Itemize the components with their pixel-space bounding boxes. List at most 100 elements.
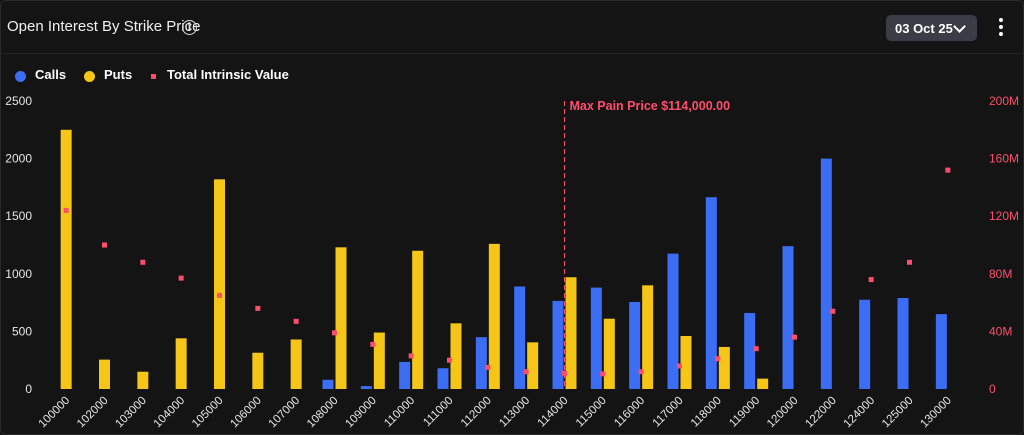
legend-puts-label: Puts bbox=[104, 67, 133, 82]
y2-tick-label: 80M bbox=[989, 267, 1012, 281]
puts-bar bbox=[450, 323, 462, 389]
puts-bar bbox=[99, 359, 110, 389]
x-tick-label: 124000 bbox=[842, 395, 878, 431]
intrinsic-value-point bbox=[638, 369, 644, 375]
info-icon[interactable]: i bbox=[182, 20, 197, 35]
y2-tick-label: 40M bbox=[989, 324, 1012, 338]
puts-bar bbox=[252, 352, 264, 389]
x-tick-label: 108000 bbox=[305, 395, 341, 431]
y2-tick-label: 0 bbox=[989, 382, 996, 396]
y2-tick-label: 200M bbox=[989, 94, 1019, 108]
intrinsic-value-point bbox=[523, 369, 529, 375]
y-tick-label: 0 bbox=[25, 382, 32, 396]
puts-bar bbox=[290, 339, 302, 389]
puts-legend-marker bbox=[84, 71, 95, 82]
chart-title: Open Interest By Strike Price bbox=[7, 18, 201, 35]
intrinsic-value-point bbox=[370, 341, 376, 347]
calls-bar bbox=[514, 286, 526, 389]
puts-bar bbox=[214, 179, 225, 389]
x-tick-label: 122000 bbox=[803, 395, 839, 431]
x-tick-label: 112000 bbox=[459, 395, 494, 430]
intrinsic-value-point bbox=[102, 242, 107, 248]
calls-bar bbox=[782, 246, 794, 389]
intrinsic-value-point bbox=[217, 292, 222, 298]
x-tick-label: 130000 bbox=[918, 395, 954, 431]
y2-tick-label: 160M bbox=[989, 152, 1019, 166]
x-tick-label: 118000 bbox=[689, 395, 724, 430]
x-tick-label: 107000 bbox=[267, 395, 303, 431]
calls-bar bbox=[322, 379, 334, 389]
calls-bar bbox=[360, 386, 372, 389]
calls-bar bbox=[437, 368, 449, 389]
expiry-date-value: 03 Oct 25 bbox=[895, 21, 953, 36]
intrinsic-value-point bbox=[792, 334, 797, 340]
x-tick-label: 111000 bbox=[421, 395, 455, 429]
calls-bar bbox=[705, 197, 717, 389]
intrinsic-value-point bbox=[677, 363, 682, 369]
intrinsic-value-point bbox=[715, 356, 721, 362]
intrinsic-value-point bbox=[868, 277, 874, 283]
y-tick-label: 1500 bbox=[5, 209, 32, 223]
x-tick-label: 120000 bbox=[765, 395, 801, 431]
y-tick-label: 2500 bbox=[5, 94, 32, 108]
puts-bar bbox=[680, 336, 692, 389]
x-tick-label: 109000 bbox=[343, 395, 379, 431]
calls-bar bbox=[744, 312, 756, 389]
y-tick-label: 2000 bbox=[5, 152, 32, 166]
puts-bar bbox=[565, 277, 577, 389]
intrinsic-value-point bbox=[255, 305, 261, 311]
intrinsic-value-point bbox=[447, 357, 452, 363]
puts-bar bbox=[603, 318, 615, 389]
x-tick-label: 103000 bbox=[113, 395, 149, 431]
intrinsic-value-point bbox=[830, 308, 836, 314]
puts-bar bbox=[60, 129, 72, 390]
x-tick-label: 117000 bbox=[651, 395, 686, 430]
max-pain-label: Max Pain Price $114,000.00 bbox=[570, 99, 731, 113]
intrinsic-value-point bbox=[332, 330, 337, 336]
calls-bar bbox=[897, 297, 909, 389]
puts-bar bbox=[527, 342, 539, 389]
y-tick-label: 1000 bbox=[5, 267, 32, 281]
x-tick-label: 115000 bbox=[574, 395, 609, 430]
intrinsic-value-point bbox=[178, 275, 184, 281]
intrinsic-value-point bbox=[140, 259, 146, 265]
x-tick-label: 105000 bbox=[190, 395, 226, 431]
expiry-date-select[interactable]: 03 Oct 25 bbox=[886, 15, 977, 41]
intrinsic-value-point bbox=[753, 346, 759, 352]
x-tick-label: 119000 bbox=[727, 395, 762, 430]
intrinsic-value-point bbox=[408, 353, 414, 359]
puts-bar bbox=[488, 243, 500, 389]
intrinsic-value-point bbox=[907, 259, 912, 265]
x-tick-label: 102000 bbox=[75, 395, 111, 431]
x-tick-label: 110000 bbox=[382, 395, 417, 430]
x-tick-label: 125000 bbox=[880, 395, 916, 431]
calls-bar bbox=[399, 361, 411, 389]
calls-bar bbox=[475, 337, 487, 389]
x-tick-label: 113000 bbox=[497, 395, 532, 430]
puts-bar bbox=[718, 346, 730, 389]
calls-bar bbox=[590, 287, 602, 389]
intrinsic-value-point bbox=[600, 371, 606, 377]
puts-bar bbox=[642, 285, 654, 389]
intrinsic-value-point bbox=[293, 318, 299, 324]
intrinsic-value-point bbox=[63, 207, 69, 213]
intrinsic-legend-marker bbox=[151, 74, 156, 79]
legend-intrinsic-label: Total Intrinsic Value bbox=[167, 67, 289, 82]
x-tick-label: 104000 bbox=[152, 395, 188, 431]
y2-tick-label: 120M bbox=[989, 209, 1019, 223]
calls-legend-marker bbox=[15, 71, 26, 82]
puts-bar bbox=[373, 332, 385, 389]
calls-bar bbox=[629, 302, 641, 389]
intrinsic-value-point bbox=[945, 167, 951, 173]
puts-bar bbox=[137, 371, 149, 389]
puts-bar bbox=[335, 247, 347, 389]
legend-calls-label: Calls bbox=[35, 67, 67, 82]
calls-bar bbox=[667, 253, 679, 389]
calls-bar bbox=[820, 158, 832, 389]
y-tick-label: 500 bbox=[12, 324, 32, 338]
x-tick-label: 100000 bbox=[37, 395, 73, 431]
more-vertical-icon[interactable] bbox=[997, 16, 1005, 38]
x-tick-label: 114000 bbox=[536, 395, 571, 430]
